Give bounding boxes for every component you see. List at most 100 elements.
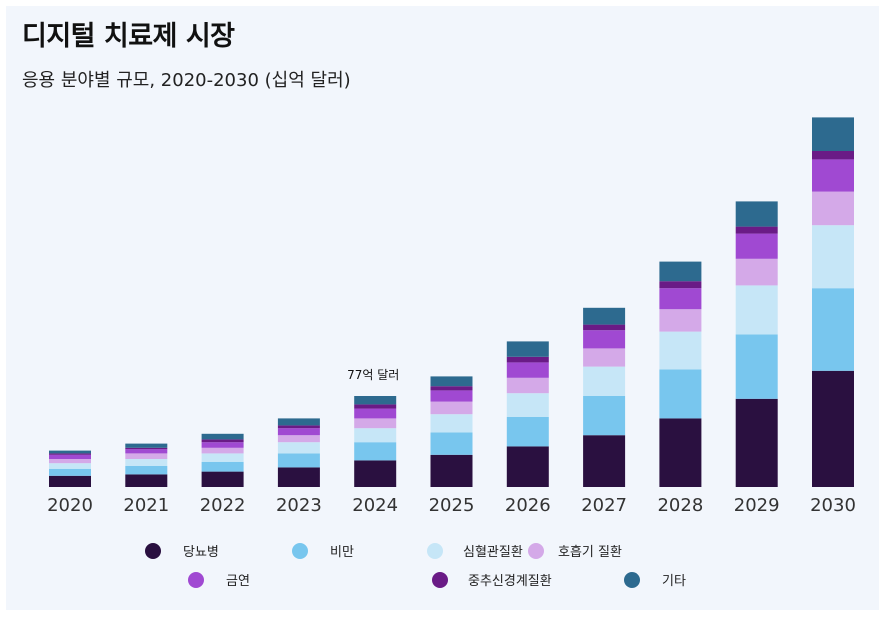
legend-swatch-smoking-cessation — [188, 571, 204, 588]
bar-segment-2029-series-3 — [735, 258, 778, 286]
x-tick-label-2024: 2024 — [352, 495, 398, 516]
bar-segment-2026-series-4 — [506, 362, 549, 378]
bar-segment-2022-series-1 — [201, 461, 244, 472]
legend-item-obesity: 비만 — [292, 541, 354, 560]
bar-segment-2025-series-5 — [430, 386, 473, 391]
x-tick-label-2023: 2023 — [276, 495, 322, 516]
bar-segment-2028-series-0 — [659, 418, 702, 487]
bar-segment-2027-series-6 — [583, 307, 626, 325]
legend-label-other: 기타 — [662, 574, 686, 589]
x-tick-label-2021: 2021 — [123, 495, 169, 516]
bar-segment-2021-series-3 — [125, 453, 168, 459]
bar-segment-2026-series-2 — [506, 393, 549, 417]
bar-segment-2024-series-2 — [354, 428, 397, 443]
x-tick-label-2022: 2022 — [200, 495, 246, 516]
bar-segment-2022-series-6 — [201, 433, 244, 440]
bar-segment-2021-series-5 — [125, 447, 168, 450]
bar-segment-2029-series-4 — [735, 233, 778, 259]
bar-segment-2029-series-2 — [735, 285, 778, 335]
x-tick-label-2020: 2020 — [47, 495, 93, 516]
bar-segment-2025-series-2 — [430, 414, 473, 433]
bar-segment-2024-series-6 — [354, 396, 397, 405]
bar-segment-2027-series-1 — [583, 396, 626, 436]
chart-title: 디지털 치료제 시장 — [22, 21, 235, 52]
bar-segment-2022-series-0 — [201, 471, 244, 487]
bar-segment-2023-series-5 — [277, 425, 320, 429]
bar-segment-2030-series-5 — [812, 151, 854, 160]
bar-segment-2024-series-4 — [354, 408, 397, 419]
bar-segment-2023-series-2 — [277, 442, 320, 454]
bar-segment-2028-series-2 — [659, 331, 702, 370]
bar-segment-2029-series-0 — [735, 398, 778, 487]
legend-label-cns: 중추신경계질환 — [468, 574, 552, 589]
bar-segment-2024-series-1 — [354, 442, 397, 461]
bar-segment-2030-series-0 — [812, 370, 854, 487]
bar-segment-2029-series-5 — [735, 226, 778, 234]
bar-segment-2030-series-3 — [812, 191, 854, 226]
bar-segment-2026-series-1 — [506, 417, 549, 447]
bar-segment-2027-series-3 — [583, 348, 626, 367]
bar-segment-2029-series-1 — [735, 334, 778, 399]
bar-segment-2026-series-5 — [506, 356, 549, 363]
bar-segment-2027-series-5 — [583, 324, 626, 331]
annotation-label-2024: 77억 달러 — [347, 368, 399, 382]
bar-segment-2021-series-1 — [125, 466, 168, 475]
chart-subtitle: 응용 분야별 규모, 2020-2030 (십억 달러) — [22, 70, 351, 91]
bar-segment-2025-series-6 — [430, 376, 473, 387]
bar-segment-2020-series-3 — [49, 459, 91, 464]
bar-segment-2020-series-1 — [49, 468, 91, 476]
legend-swatch-obesity — [292, 542, 308, 559]
legend-item-other: 기타 — [624, 570, 686, 589]
bar-segment-2027-series-2 — [583, 366, 626, 396]
bar-segment-2020-series-5 — [49, 453, 91, 455]
bar-segment-2021-series-4 — [125, 449, 168, 454]
legend-item-cardiovascular: 심혈관질환 — [427, 541, 523, 560]
bar-segment-2024-series-0 — [354, 460, 397, 487]
bar-segment-2028-series-5 — [659, 281, 702, 289]
bar-segment-2022-series-2 — [201, 453, 244, 462]
bar-segment-2028-series-4 — [659, 288, 702, 310]
bar-segment-2024-series-3 — [354, 418, 397, 429]
bar-segment-2027-series-0 — [583, 435, 626, 487]
bar-segment-2025-series-1 — [430, 432, 473, 455]
bar-segment-2020-series-0 — [49, 475, 91, 487]
chart-panel — [6, 6, 879, 610]
bar-segment-2026-series-6 — [506, 341, 549, 357]
bar-segment-2027-series-4 — [583, 330, 626, 349]
bar-segment-2028-series-1 — [659, 369, 702, 419]
x-tick-label-2027: 2027 — [581, 495, 627, 516]
bar-segment-2023-series-0 — [277, 467, 320, 487]
legend-swatch-other — [624, 571, 640, 588]
bar-segment-2029-series-6 — [735, 201, 778, 227]
legend-label-respiratory: 호흡기 질환 — [558, 545, 622, 560]
bar-segment-2020-series-2 — [49, 463, 91, 469]
bar-segment-2026-series-3 — [506, 377, 549, 394]
bar-segment-2024-series-5 — [354, 404, 397, 409]
bar-segment-2020-series-4 — [49, 454, 91, 459]
bar-segment-2025-series-3 — [430, 401, 473, 415]
bar-segment-2028-series-3 — [659, 309, 702, 332]
x-tick-label-2030: 2030 — [810, 495, 856, 516]
bar-segment-2030-series-4 — [812, 159, 854, 192]
bar-segment-2028-series-6 — [659, 261, 702, 282]
legend-label-obesity: 비만 — [330, 545, 354, 560]
legend-swatch-diabetes — [145, 542, 161, 559]
legend-item-cns: 중추신경계질환 — [432, 570, 552, 589]
x-tick-label-2025: 2025 — [429, 495, 475, 516]
x-tick-label-2029: 2029 — [734, 495, 780, 516]
bar-segment-2025-series-4 — [430, 390, 473, 402]
legend-item-diabetes: 당뇨병 — [145, 541, 219, 560]
bar-segment-2026-series-0 — [506, 446, 549, 487]
x-tick-label-2026: 2026 — [505, 495, 551, 516]
bar-segment-2022-series-4 — [201, 442, 244, 448]
legend-label-smoking-cessation: 금연 — [226, 574, 250, 589]
bar-segment-2021-series-6 — [125, 443, 168, 448]
bar-segment-2023-series-4 — [277, 428, 320, 436]
bar-segment-2023-series-3 — [277, 435, 320, 443]
bar-segment-2025-series-0 — [430, 454, 473, 487]
legend-item-smoking-cessation: 금연 — [188, 570, 250, 589]
x-tick-label-2028: 2028 — [657, 495, 703, 516]
bar-segment-2022-series-3 — [201, 447, 244, 454]
bar-segment-2020-series-6 — [49, 450, 91, 454]
